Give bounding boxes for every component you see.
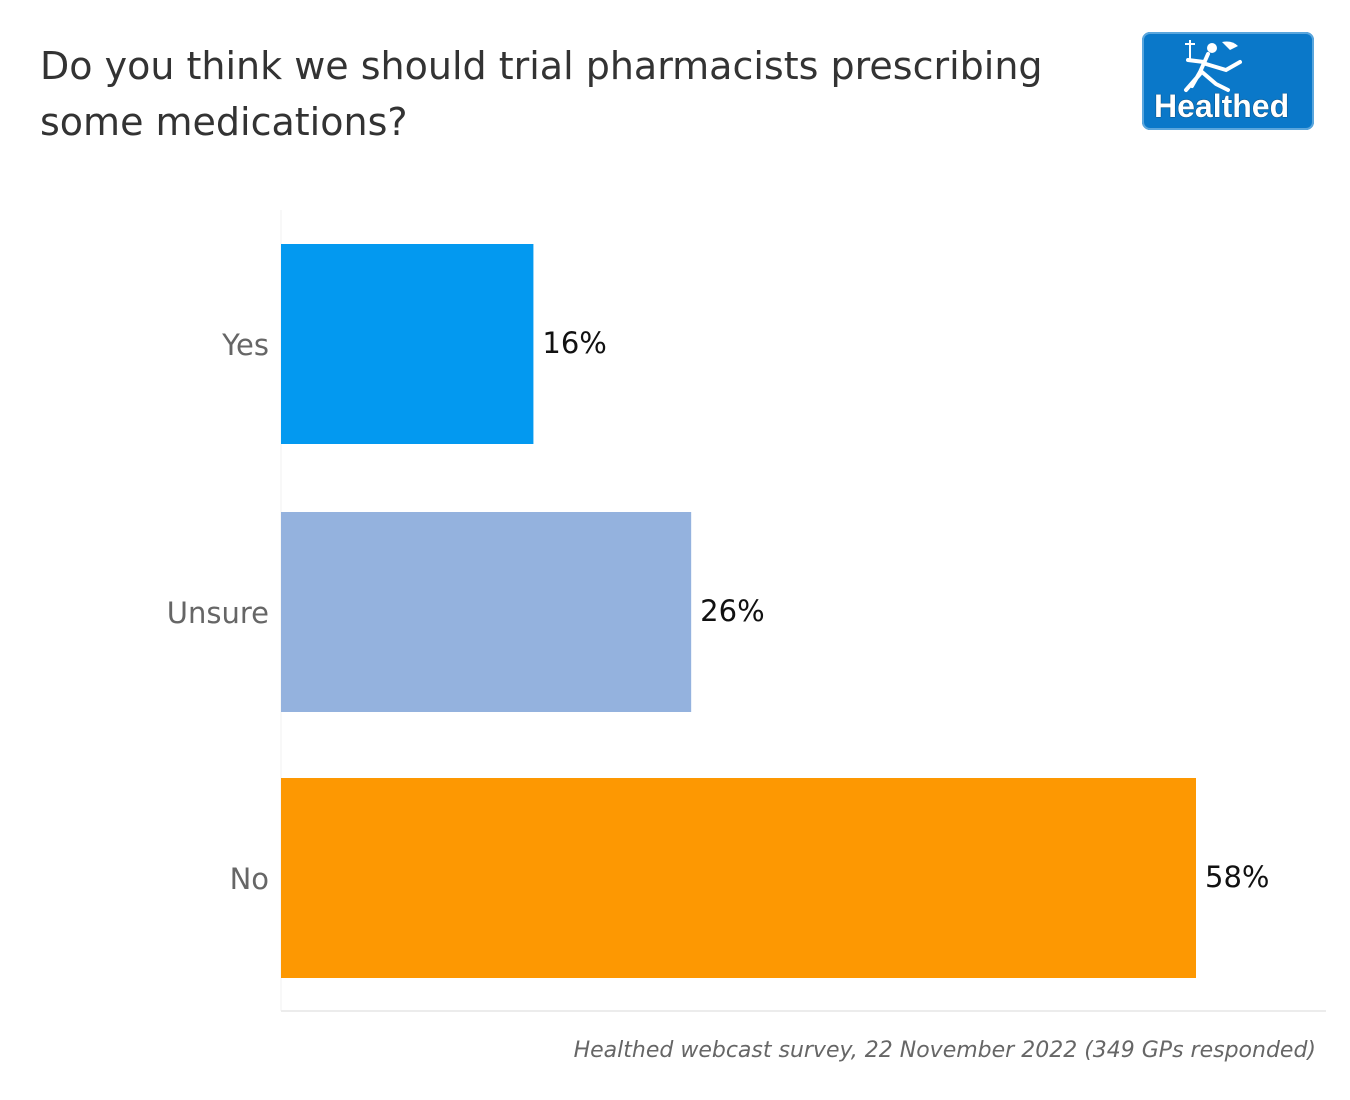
category-label-no: No bbox=[230, 862, 269, 896]
chart-title: Do you think we should trial pharmacists… bbox=[40, 44, 1043, 144]
bar-yes bbox=[281, 244, 534, 444]
bar-no bbox=[281, 778, 1196, 978]
value-label-unsure: 26% bbox=[700, 594, 764, 628]
source-note: Healthed webcast survey, 22 November 202… bbox=[573, 1038, 1316, 1063]
value-label-yes: 16% bbox=[542, 326, 606, 360]
hermes-figure-icon bbox=[1184, 40, 1242, 92]
logo-text: Healthed bbox=[1154, 88, 1290, 124]
value-label-no: 58% bbox=[1205, 860, 1269, 894]
category-label-unsure: Unsure bbox=[167, 596, 269, 630]
healthed-logo: Healthed bbox=[1142, 32, 1314, 130]
bar-unsure bbox=[281, 512, 692, 712]
category-label-yes: Yes bbox=[221, 328, 269, 362]
